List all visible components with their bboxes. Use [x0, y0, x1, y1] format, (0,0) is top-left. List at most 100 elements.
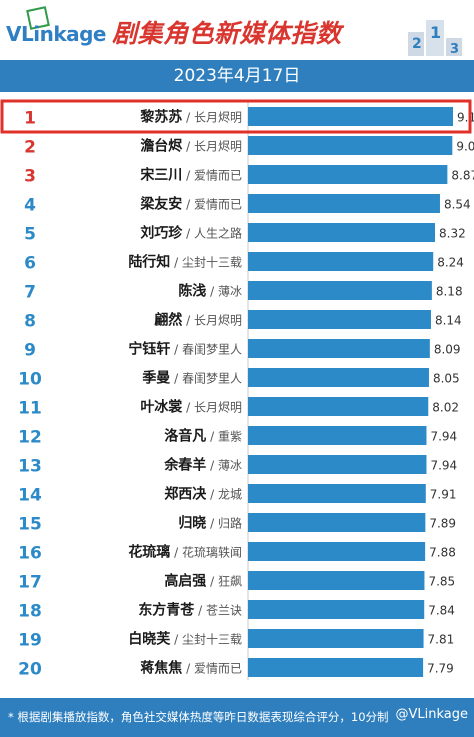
- rank-number: 15: [18, 515, 42, 535]
- rank-number: 20: [18, 660, 42, 680]
- role-name: 宁钰轩: [128, 341, 170, 358]
- role-label: 洛音凡 / 重紫: [164, 428, 242, 445]
- role-name: 黎苏苏: [140, 109, 182, 126]
- bar: [248, 571, 425, 590]
- drama-name: / 春闺梦里人: [170, 371, 242, 386]
- role-name: 梁友安: [139, 196, 182, 213]
- watermark: @VLinkage: [395, 707, 468, 722]
- value-label: 8.54: [444, 198, 471, 212]
- role-name: 花琉璃: [128, 544, 170, 561]
- role-name: 郑西决: [164, 486, 207, 503]
- role-name: 刘巧珍: [140, 225, 183, 242]
- bar: [248, 455, 427, 474]
- bar: [248, 629, 424, 648]
- drama-name: / 长月烬明: [182, 111, 242, 125]
- role-name: 洛音凡: [164, 428, 206, 445]
- rank-number: 5: [24, 225, 36, 245]
- svg-text:1: 1: [430, 23, 441, 42]
- drama-name: / 龙城: [206, 488, 242, 502]
- bar: [248, 136, 453, 155]
- role-label: 陈浅 / 薄冰: [178, 283, 242, 300]
- rank-number: 1: [24, 109, 36, 129]
- rank-number: 7: [24, 283, 36, 303]
- bar: [248, 658, 424, 677]
- role-label: 高启强 / 狂飙: [164, 573, 242, 590]
- footnote: * 根据剧集播放指数，角色社交媒体热度等昨日数据表现综合评分，10分制: [8, 710, 389, 724]
- role-name: 叶冰裳: [140, 399, 183, 416]
- rank-number: 2: [24, 138, 36, 158]
- role-label: 陆行知 / 尘封十三载: [128, 254, 242, 271]
- role-name: 高启强: [164, 573, 206, 590]
- value-label: 7.79: [427, 662, 454, 676]
- value-label: 8.24: [437, 256, 464, 270]
- value-label: 8.02: [432, 401, 459, 415]
- value-label: 9.09: [456, 140, 474, 154]
- role-name: 宋三川: [139, 167, 182, 184]
- drama-name: / 尘封十三载: [170, 256, 242, 270]
- bar: [248, 600, 425, 619]
- bar: [248, 368, 429, 387]
- rank-number: 10: [18, 370, 42, 390]
- vlinkage-logo: VLinkage: [6, 6, 107, 52]
- bar: [248, 252, 434, 271]
- rank-number: 8: [24, 312, 36, 332]
- drama-name: / 爱情而已: [182, 662, 242, 676]
- rank-number: 3: [24, 167, 36, 187]
- podium-icon: 2 1 3: [408, 20, 462, 56]
- role-label: 宁钰轩 / 春闺梦里人: [128, 341, 242, 358]
- value-label: 7.91: [430, 488, 457, 502]
- role-label: 澹台烬 / 长月烬明: [140, 138, 242, 155]
- drama-name: / 长月烬明: [182, 401, 242, 415]
- rank-number: 19: [18, 631, 42, 651]
- bar: [248, 513, 426, 532]
- drama-name: / 长月烬明: [182, 314, 242, 328]
- value-label: 8.87: [451, 169, 474, 183]
- drama-name: / 重紫: [206, 430, 242, 444]
- role-name: 季曼: [141, 370, 170, 387]
- drama-name: / 尘封十三载: [170, 633, 242, 647]
- role-label: 余春羊 / 薄冰: [163, 457, 242, 474]
- role-name: 陆行知: [128, 254, 170, 271]
- drama-name: / 长月烬明: [182, 140, 242, 154]
- bar: [248, 223, 436, 242]
- rank-number: 4: [24, 196, 36, 216]
- bar: [248, 281, 432, 300]
- role-label: 宋三川 / 爱情而已: [139, 167, 242, 184]
- role-label: 刘巧珍 / 人生之路: [140, 225, 242, 242]
- role-name: 澹台烬: [140, 138, 183, 155]
- drama-name: / 春闺梦里人: [170, 342, 242, 357]
- bar: [248, 484, 426, 503]
- role-label: 翩然 / 长月烬明: [154, 312, 242, 329]
- rank-number: 13: [18, 457, 42, 477]
- role-label: 梁友安 / 爱情而已: [139, 196, 242, 213]
- drama-name: / 苍兰诀: [194, 604, 242, 618]
- role-label: 蒋焦焦 / 爱情而已: [140, 660, 242, 677]
- logo-text: VLinkage: [6, 22, 107, 46]
- role-name: 蒋焦焦: [140, 660, 182, 677]
- header: VLinkage 剧集角色新媒体指数 2 1 3: [0, 0, 474, 60]
- role-label: 叶冰裳 / 长月烬明: [140, 399, 242, 416]
- value-label: 7.89: [429, 517, 456, 531]
- bar: [248, 397, 429, 416]
- svg-text:2: 2: [412, 36, 422, 52]
- role-label: 郑西决 / 龙城: [164, 486, 242, 503]
- value-label: 7.94: [430, 459, 457, 473]
- role-name: 翩然: [154, 312, 182, 329]
- drama-name: / 薄冰: [206, 284, 242, 299]
- page-title: 剧集角色新媒体指数: [112, 19, 342, 48]
- rank-number: 9: [24, 341, 36, 361]
- date-label: 2023年4月17日: [173, 66, 301, 86]
- drama-name: / 狂飙: [206, 574, 242, 589]
- rank-number: 16: [18, 544, 42, 564]
- date-band: 2023年4月17日: [0, 60, 474, 92]
- drama-name: / 爱情而已: [182, 198, 242, 212]
- footer: * 根据剧集播放指数，角色社交媒体热度等昨日数据表现综合评分，10分制 @VLi…: [0, 698, 474, 737]
- bar: [248, 542, 426, 561]
- rank-number: 6: [24, 254, 36, 274]
- drama-name: / 人生之路: [182, 226, 242, 241]
- bar: [248, 310, 431, 329]
- rank-number: 11: [18, 399, 42, 419]
- bar: [248, 165, 448, 184]
